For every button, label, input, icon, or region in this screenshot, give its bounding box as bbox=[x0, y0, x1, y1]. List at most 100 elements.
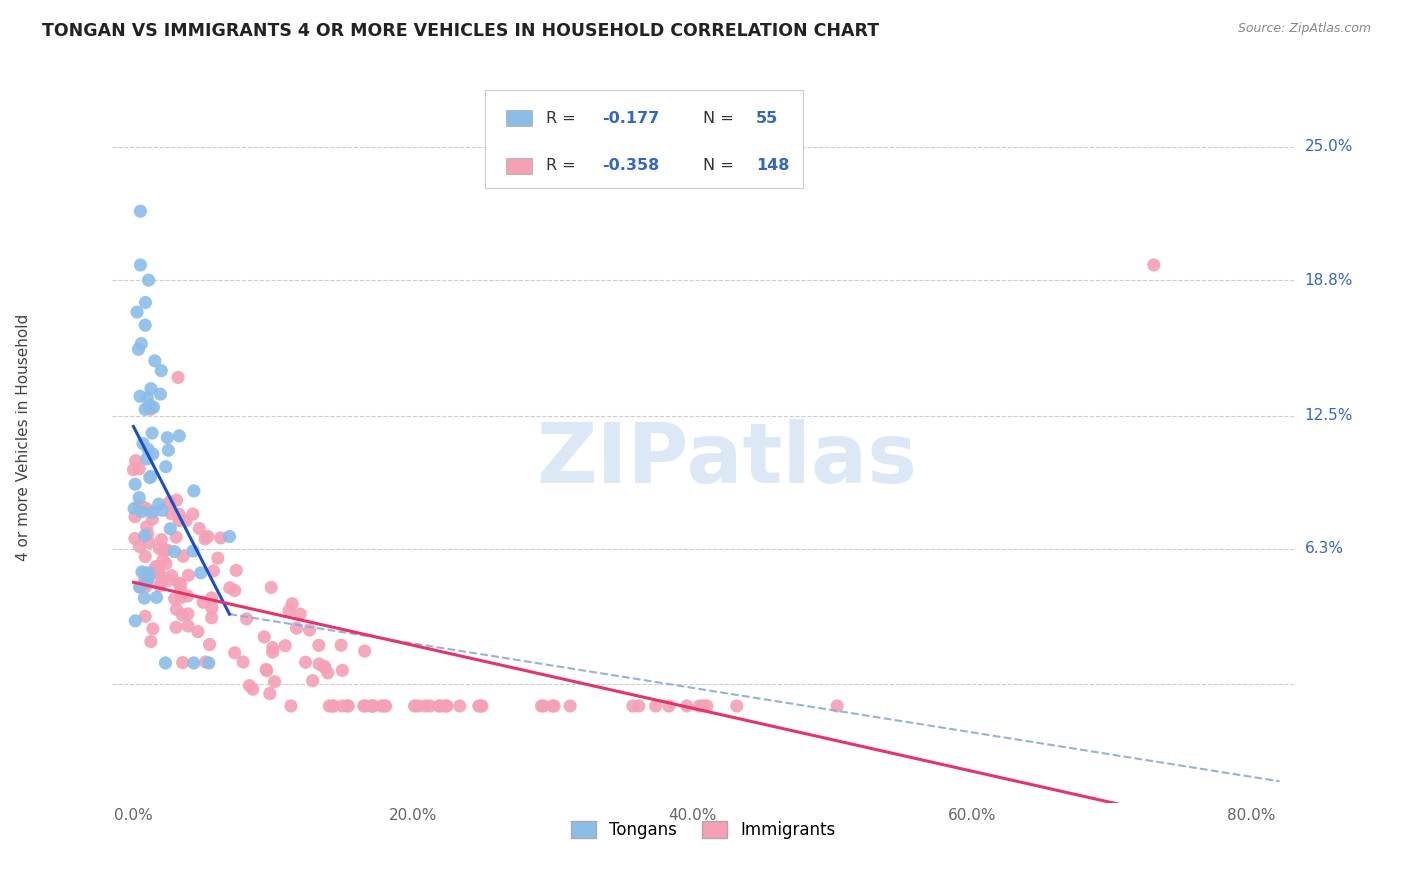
Point bbox=[122, 463, 145, 477]
Point bbox=[141, 426, 163, 441]
Point bbox=[166, 493, 188, 508]
Point bbox=[238, 679, 260, 693]
Point bbox=[124, 532, 146, 546]
Bar bbox=[506, 110, 531, 127]
Point bbox=[148, 559, 170, 574]
Point bbox=[128, 580, 150, 594]
Point bbox=[627, 698, 650, 713]
Point bbox=[142, 401, 165, 415]
Point bbox=[132, 436, 155, 450]
Text: 55: 55 bbox=[756, 111, 779, 126]
Point bbox=[128, 540, 150, 554]
Point bbox=[136, 575, 159, 590]
Point bbox=[142, 447, 165, 461]
Point bbox=[360, 698, 382, 713]
Point bbox=[165, 620, 187, 634]
Point bbox=[361, 698, 384, 713]
Point bbox=[404, 698, 426, 713]
Point bbox=[139, 399, 162, 413]
Point bbox=[145, 559, 167, 574]
Point bbox=[172, 656, 194, 670]
Point bbox=[288, 607, 311, 621]
Point bbox=[825, 698, 848, 713]
Point bbox=[280, 698, 302, 713]
Point bbox=[194, 532, 217, 546]
Point bbox=[330, 664, 353, 678]
Point bbox=[201, 611, 224, 625]
Text: R =: R = bbox=[546, 111, 581, 126]
Point bbox=[259, 687, 281, 701]
Text: N =: N = bbox=[703, 111, 740, 126]
Point bbox=[128, 491, 150, 505]
Point bbox=[285, 621, 308, 635]
Point bbox=[621, 698, 644, 713]
Text: R =: R = bbox=[546, 158, 581, 173]
Point bbox=[436, 698, 458, 713]
Point bbox=[142, 622, 165, 636]
Point bbox=[170, 582, 193, 597]
Point bbox=[172, 607, 194, 622]
Point bbox=[134, 295, 156, 310]
Text: N =: N = bbox=[703, 158, 740, 173]
Point bbox=[165, 602, 187, 616]
Point bbox=[262, 645, 284, 659]
Point bbox=[427, 698, 450, 713]
Text: ZIPatlas: ZIPatlas bbox=[536, 418, 917, 500]
Point bbox=[200, 591, 222, 605]
Point bbox=[177, 568, 200, 582]
Point bbox=[201, 601, 224, 615]
Point bbox=[125, 305, 148, 319]
Point bbox=[209, 531, 232, 545]
Point bbox=[308, 657, 330, 671]
Bar bbox=[506, 158, 531, 174]
Point bbox=[197, 529, 219, 543]
Point bbox=[134, 609, 156, 624]
Text: -0.358: -0.358 bbox=[603, 158, 659, 173]
Text: 18.8%: 18.8% bbox=[1305, 273, 1353, 287]
Point bbox=[263, 674, 285, 689]
Point bbox=[541, 698, 564, 713]
Point bbox=[135, 566, 157, 580]
Point bbox=[725, 698, 748, 713]
Point bbox=[134, 549, 156, 564]
Point bbox=[419, 698, 441, 713]
Point bbox=[131, 336, 153, 351]
Point bbox=[274, 639, 297, 653]
Point bbox=[353, 644, 375, 658]
Point bbox=[449, 698, 471, 713]
Point bbox=[155, 656, 177, 670]
Point bbox=[337, 698, 360, 713]
Point bbox=[156, 431, 179, 445]
Point bbox=[543, 698, 565, 713]
Point bbox=[150, 576, 173, 591]
Point bbox=[165, 530, 187, 544]
Point bbox=[235, 612, 257, 626]
Point bbox=[124, 509, 146, 524]
Point bbox=[138, 401, 160, 415]
Point bbox=[373, 698, 395, 713]
Point bbox=[129, 389, 152, 403]
Point bbox=[149, 387, 172, 401]
Point bbox=[135, 451, 157, 466]
Point bbox=[139, 469, 162, 483]
Point bbox=[160, 568, 183, 582]
Point bbox=[139, 470, 162, 484]
Point bbox=[143, 354, 166, 368]
Point bbox=[167, 429, 190, 443]
Point bbox=[232, 655, 254, 669]
Point bbox=[644, 698, 666, 713]
Point bbox=[138, 566, 160, 580]
Point bbox=[136, 572, 159, 586]
Point bbox=[156, 543, 179, 558]
Point bbox=[256, 664, 278, 678]
Point bbox=[169, 577, 191, 591]
Point bbox=[148, 541, 170, 556]
Point bbox=[150, 364, 173, 378]
Point bbox=[361, 698, 384, 713]
Point bbox=[194, 655, 217, 669]
Point bbox=[176, 589, 198, 603]
Point bbox=[470, 698, 492, 713]
Point bbox=[163, 591, 186, 606]
Point bbox=[174, 514, 197, 528]
Point bbox=[135, 579, 157, 593]
